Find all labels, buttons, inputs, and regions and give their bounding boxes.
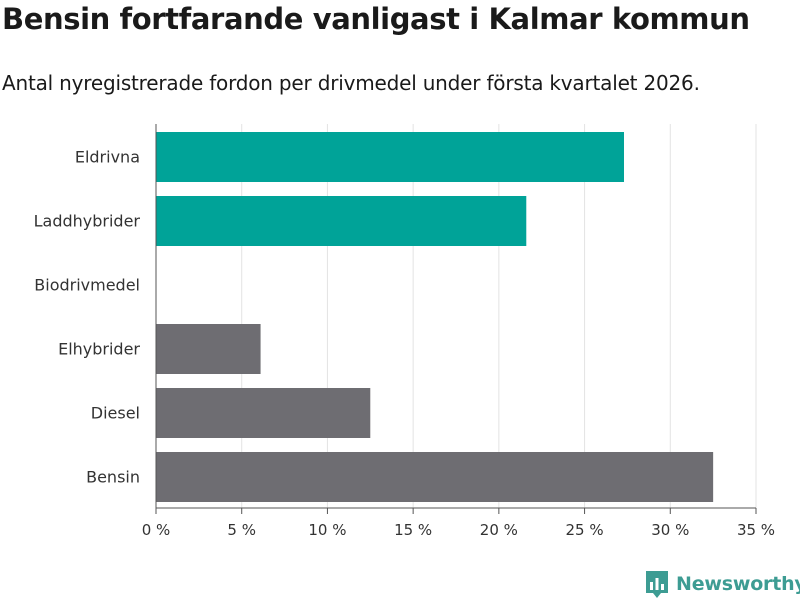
x-tick-label: 30 % — [651, 521, 689, 539]
category-label-biodrivmedel: Biodrivmedel — [34, 276, 140, 295]
bar-laddhybrider — [156, 196, 527, 246]
brand-name: Newsworthy — [676, 573, 800, 595]
category-label-laddhybrider: Laddhybrider — [34, 212, 141, 231]
category-label-bensin: Bensin — [86, 468, 140, 487]
x-tick-labels: 0 % 5 % 10 % 15 % 20 % 25 % 30 % 35 % — [142, 521, 775, 539]
x-tick-label: 0 % — [142, 521, 171, 539]
x-tick-label: 10 % — [308, 521, 346, 539]
axes — [155, 124, 757, 514]
x-tick-label: 5 % — [227, 521, 256, 539]
chart-subtitle: Antal nyregistrerade fordon per drivmede… — [2, 71, 700, 95]
bar-eldrivna — [156, 132, 624, 182]
bar-bensin — [156, 452, 714, 502]
bar-elhybrider — [156, 324, 261, 374]
category-label-eldrivna: Eldrivna — [75, 148, 140, 167]
bars — [156, 132, 714, 502]
category-label-diesel: Diesel — [91, 404, 140, 423]
category-label-elhybrider: Elhybrider — [58, 340, 140, 359]
x-tick-label: 25 % — [566, 521, 604, 539]
x-tick-label: 35 % — [737, 521, 775, 539]
gridlines — [241, 124, 757, 508]
bar-diesel — [156, 388, 371, 438]
newsworthy-logo-icon — [646, 571, 668, 598]
chart-title: Bensin fortfarande vanligast i Kalmar ko… — [2, 2, 750, 36]
x-tick-label: 15 % — [394, 521, 432, 539]
category-labels: Eldrivna Laddhybrider Biodrivmedel Elhybrid… — [34, 148, 141, 487]
x-tick-label: 20 % — [480, 521, 518, 539]
newsworthy-logo: Newsworthy — [644, 568, 800, 600]
